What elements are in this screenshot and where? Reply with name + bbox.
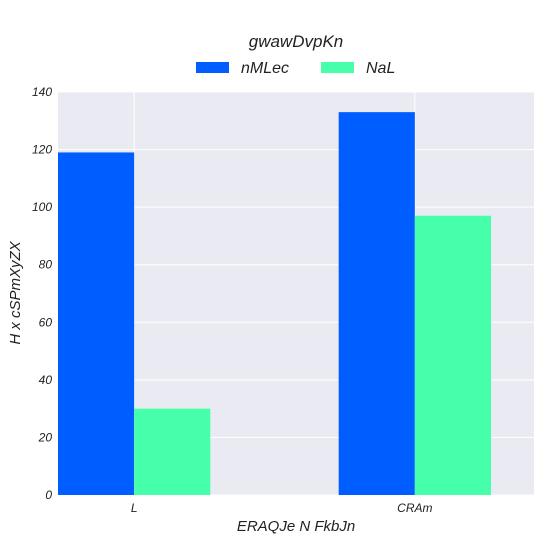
y-tick-label-60: 60 — [39, 315, 53, 329]
y-tick-label-40: 40 — [39, 373, 53, 387]
y-tick-labels: 0 20 40 60 80 100 120 140 — [32, 85, 52, 502]
bar-nMLec-L — [58, 152, 135, 495]
bars — [58, 112, 491, 496]
legend-label-NaL: NaL — [366, 60, 395, 77]
y-tick-label-80: 80 — [39, 258, 53, 272]
y-tick-label-100: 100 — [32, 200, 52, 214]
x-tick-label-CRAm: CRAm — [397, 501, 432, 515]
y-tick-label-20: 20 — [38, 430, 53, 444]
legend-swatch-NaL — [321, 62, 354, 73]
y-tick-label-0: 0 — [45, 488, 52, 502]
y-tick-label-120: 120 — [32, 143, 52, 157]
legend: gwawDvpKn nMLec NaL — [196, 32, 395, 77]
x-axis-label: ERAQJe N FkbJn — [237, 518, 355, 535]
bar-nMLec-CRAm — [338, 112, 415, 496]
legend-swatch-nMLec — [196, 62, 229, 73]
y-axis-label: H x cSPmXyZX — [7, 240, 24, 344]
bar-NaL-CRAm — [414, 215, 491, 495]
legend-title: gwawDvpKn — [249, 32, 344, 51]
x-tick-label-L: L — [131, 501, 138, 515]
legend-label-nMLec: nMLec — [241, 60, 289, 77]
x-tick-labels: L CRAm — [131, 501, 433, 515]
bar-NaL-L — [134, 408, 211, 495]
y-tick-label-140: 140 — [32, 85, 52, 99]
